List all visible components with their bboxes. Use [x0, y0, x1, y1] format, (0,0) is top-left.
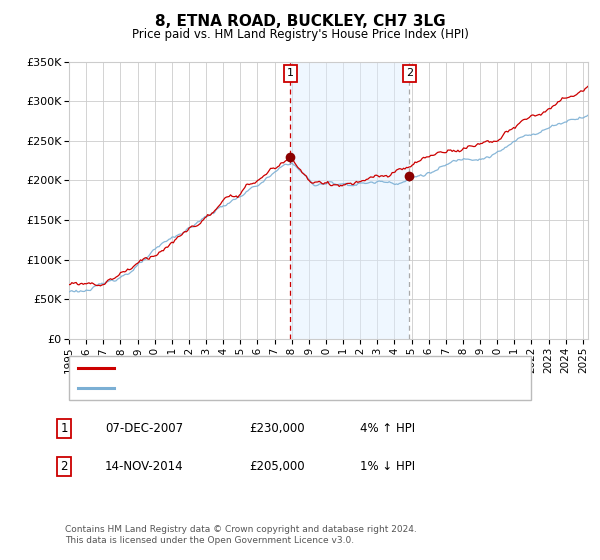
Text: 2: 2	[406, 68, 413, 78]
Text: 07-DEC-2007: 07-DEC-2007	[105, 422, 183, 435]
Text: HPI: Average price, detached house, Flintshire: HPI: Average price, detached house, Flin…	[123, 383, 381, 393]
Text: £205,000: £205,000	[249, 460, 305, 473]
Text: 2: 2	[61, 460, 68, 473]
Text: 1% ↓ HPI: 1% ↓ HPI	[360, 460, 415, 473]
Text: 1: 1	[61, 422, 68, 435]
Text: 14-NOV-2014: 14-NOV-2014	[105, 460, 184, 473]
Text: 8, ETNA ROAD, BUCKLEY, CH7 3LG (detached house): 8, ETNA ROAD, BUCKLEY, CH7 3LG (detached…	[123, 363, 418, 373]
Text: 1: 1	[287, 68, 294, 78]
Text: £230,000: £230,000	[249, 422, 305, 435]
Bar	[290, 62, 409, 339]
Text: 8, ETNA ROAD, BUCKLEY, CH7 3LG: 8, ETNA ROAD, BUCKLEY, CH7 3LG	[155, 14, 445, 29]
Text: Contains HM Land Registry data © Crown copyright and database right 2024.
This d: Contains HM Land Registry data © Crown c…	[65, 525, 416, 545]
Text: Price paid vs. HM Land Registry's House Price Index (HPI): Price paid vs. HM Land Registry's House …	[131, 28, 469, 41]
Text: 4% ↑ HPI: 4% ↑ HPI	[360, 422, 415, 435]
